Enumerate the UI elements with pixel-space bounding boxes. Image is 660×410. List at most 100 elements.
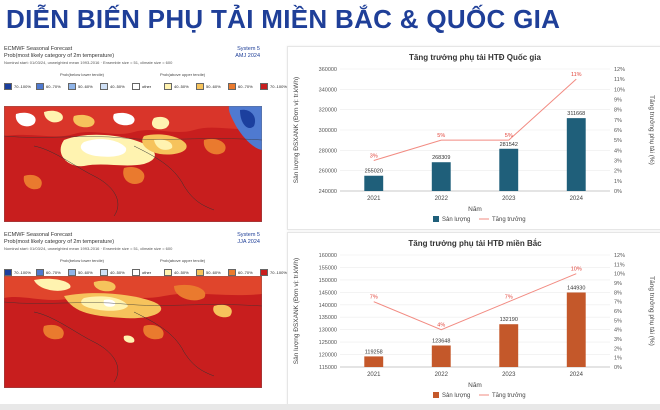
legend-label: 40..50% xyxy=(174,83,189,89)
x-tick-label: 2021 xyxy=(367,196,381,202)
growth-value-label: 7% xyxy=(505,295,513,301)
legend-label: 60..70% xyxy=(238,83,253,89)
bar xyxy=(566,118,586,191)
chart-title: Tăng trưởng phụ tải HTĐ miền Bắc xyxy=(408,239,542,248)
chart-card-national: Tăng trưởng phụ tải HTĐ Quốc gia 240000 26… xyxy=(287,46,660,230)
bar xyxy=(364,356,384,367)
legend-label: 40..50% xyxy=(110,83,125,89)
x-tick-label: 2024 xyxy=(570,372,584,378)
y2-tick-label: 7% xyxy=(614,300,622,306)
legend-below-label: Prob(below lower tercile) xyxy=(60,72,105,77)
map-system: System 5 xyxy=(237,46,260,52)
bar-value-label: 281542 xyxy=(500,142,518,148)
legend-label: 50..60% xyxy=(206,83,221,89)
legend-label: 60..70% xyxy=(46,269,61,275)
bar xyxy=(364,175,384,191)
legend-item: 70..100% xyxy=(260,82,290,90)
legend-item: 40..50% xyxy=(164,268,194,276)
legend-swatch xyxy=(68,268,76,276)
y-tick-label: 125000 xyxy=(319,340,337,346)
legend-swatch xyxy=(100,268,108,276)
map-variable: Prob(most likely category of 2m temperat… xyxy=(4,239,115,245)
bar xyxy=(431,345,451,367)
national-load-chart: Tăng trưởng phụ tải HTĐ Quốc gia 240000 26… xyxy=(293,53,656,223)
legend-swatch xyxy=(228,268,236,276)
growth-line xyxy=(373,273,577,331)
map-period: JJA 2024 xyxy=(237,239,260,245)
growth-value-label: 3% xyxy=(370,154,378,160)
y-tick-label: 145000 xyxy=(319,290,337,296)
legend-swatch xyxy=(132,82,140,90)
y-tick-label: 260000 xyxy=(319,169,337,175)
map-period: AMJ 2024 xyxy=(235,53,260,59)
legend-item: 70..100% xyxy=(4,268,34,276)
y-tick-label: 340000 xyxy=(319,87,337,93)
growth-value-label: 5% xyxy=(505,133,513,139)
y2-tick-label: 4% xyxy=(614,148,622,154)
bar-value-label: 255020 xyxy=(365,169,383,175)
legend-label: Tăng trưởng xyxy=(492,392,526,399)
map-meta: Nominal start: 01/03/24, unweighted mean… xyxy=(4,246,173,251)
growth-value-label: 4% xyxy=(437,323,445,329)
legend-item: 60..70% xyxy=(36,82,66,90)
bar-value-label: 132190 xyxy=(500,317,518,323)
y-tick-label: 150000 xyxy=(319,278,337,284)
y2-tick-label: 10% xyxy=(614,87,625,93)
chart-card-north: Tăng trưởng phụ tải HTĐ miền Bắc 115000 12… xyxy=(287,232,660,406)
legend-label: other xyxy=(142,269,152,275)
y2-tick-label: 4% xyxy=(614,328,622,334)
legend-label: 40..50% xyxy=(174,269,189,275)
legend-swatch xyxy=(36,82,44,90)
legend-label: 70..100% xyxy=(270,269,287,275)
y-tick-label: 155000 xyxy=(319,265,337,271)
legend-item: 70..100% xyxy=(260,268,290,276)
legend-label: Sản lượng xyxy=(442,217,470,223)
y2-tick-label: 3% xyxy=(614,337,622,343)
legend-swatch xyxy=(132,268,140,276)
x-tick-label: 2023 xyxy=(502,372,516,378)
legend-item: 40..50% xyxy=(100,82,130,90)
legend-label: 50..60% xyxy=(78,269,93,275)
x-axis-title: Năm xyxy=(468,206,482,213)
map-legend: 70..100% 60..70% 50..60% 40..50% other 40..50… xyxy=(4,82,290,90)
y-tick-label: 320000 xyxy=(319,108,337,114)
y2-tick-label: 1% xyxy=(614,356,622,362)
bar-value-label: 119258 xyxy=(365,349,383,355)
y2-axis-title: Tăng trưởng phụ tải (%) xyxy=(648,276,656,346)
legend-swatch xyxy=(164,82,172,90)
y-tick-label: 130000 xyxy=(319,328,337,334)
y-tick-label: 300000 xyxy=(319,128,337,134)
page-title: DIỄN BIẾN PHỤ TẢI MIỀN BẮC & QUỐC GIA xyxy=(6,4,561,34)
map-system: System 5 xyxy=(237,232,260,238)
map-source: ECMWF Seasonal Forecast xyxy=(4,232,73,238)
legend-above-label: Prob(above upper tercile) xyxy=(160,72,206,77)
bar-value-label: 123648 xyxy=(432,338,450,344)
y2-tick-label: 0% xyxy=(614,189,622,195)
legend-label: 70..100% xyxy=(270,83,287,89)
legend-label: 60..70% xyxy=(238,269,253,275)
y2-tick-label: 6% xyxy=(614,309,622,315)
y-tick-label: 280000 xyxy=(319,148,337,154)
legend-swatch xyxy=(100,82,108,90)
map-variable: Prob(most likely category of 2m temperat… xyxy=(4,53,115,59)
map-legend: 70..100% 60..70% 50..60% 40..50% other 40..50… xyxy=(4,268,290,276)
y2-tick-label: 10% xyxy=(614,272,625,278)
y2-tick-label: 8% xyxy=(614,108,622,114)
bar-value-label: 144930 xyxy=(567,286,585,292)
bar-value-label: 311668 xyxy=(567,111,585,117)
legend-item: 70..100% xyxy=(4,82,34,90)
legend-swatch xyxy=(4,82,12,90)
y-tick-label: 360000 xyxy=(319,67,337,73)
growth-value-label: 11% xyxy=(571,72,582,78)
forecast-map-panel-jja: ECMWF Seasonal Forecast Prob(most likely… xyxy=(0,230,287,404)
map-source: ECMWF Seasonal Forecast xyxy=(4,46,73,52)
growth-line xyxy=(373,78,577,161)
legend-item: other xyxy=(132,82,162,90)
y2-tick-label: 5% xyxy=(614,318,622,324)
growth-value-label: 5% xyxy=(437,133,445,139)
legend-item: 40..50% xyxy=(164,82,194,90)
north-load-chart: Tăng trưởng phụ tải HTĐ miền Bắc 115000 12… xyxy=(293,239,656,399)
y2-tick-label: 12% xyxy=(614,253,625,259)
legend-above-label: Prob(above upper tercile) xyxy=(160,258,206,263)
y2-tick-label: 11% xyxy=(614,77,625,83)
